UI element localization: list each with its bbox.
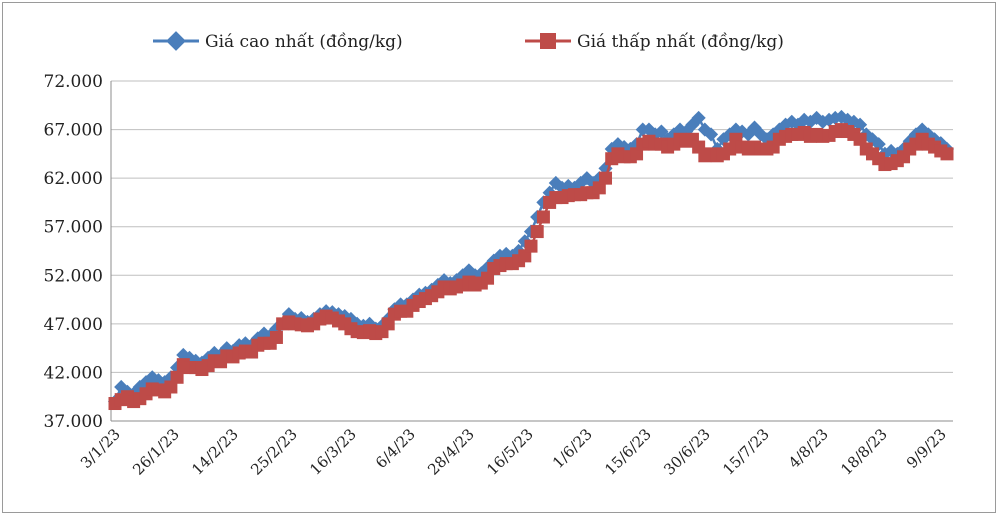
x-tick-label: 9/9/23: [903, 425, 950, 472]
x-tick-label: 16/3/23: [306, 425, 360, 479]
y-tick-label: 72.000: [44, 72, 103, 92]
y-tick-label: 52.000: [44, 266, 103, 286]
series-layer: [107, 109, 955, 411]
x-tick-label: 14/2/23: [188, 425, 242, 479]
x-tick-label: 26/1/23: [129, 425, 183, 479]
x-tick-label: 4/8/23: [785, 425, 832, 472]
point-low: [940, 147, 954, 161]
y-axis-ticks: 37.000 42.000 47.000 52.000 57.000 62.000 67.0…: [44, 72, 103, 432]
point-low: [269, 330, 283, 344]
legend-marker-diamond: [166, 31, 186, 51]
series-low: [108, 123, 954, 411]
point-high: [703, 127, 719, 142]
gridlines: [110, 80, 953, 422]
x-tick-label: 1/6/23: [549, 425, 596, 472]
y-tick-label: 67.000: [44, 121, 103, 141]
x-tick-label: 3/1/23: [77, 425, 124, 472]
y-tick-label: 57.000: [44, 218, 103, 238]
x-tick-label: 25/2/23: [247, 425, 301, 479]
x-tick-label: 6/4/23: [372, 425, 419, 472]
price-line-chart: Giá cao nhất (đồng/kg) Giá thấp nhất (đồ…: [44, 31, 955, 479]
x-axis-ticks: 3/1/23 26/1/23 14/2/23 25/2/23 16/3/23 6/4/23…: [77, 425, 950, 479]
point-low: [530, 225, 544, 239]
point-low: [524, 239, 538, 253]
x-tick-label: 15/7/23: [719, 425, 773, 479]
legend-item-high: Giá cao nhất (đồng/kg): [153, 31, 403, 52]
point-low: [170, 370, 184, 384]
legend-label-low: Giá thấp nhất (đồng/kg): [577, 32, 784, 52]
y-tick-label: 42.000: [44, 363, 103, 383]
y-tick-label: 47.000: [44, 315, 103, 335]
legend-label-high: Giá cao nhất (đồng/kg): [205, 32, 403, 52]
y-tick-label: 62.000: [44, 169, 103, 189]
x-tick-label: 16/5/23: [483, 425, 537, 479]
series-low-line: [114, 128, 948, 405]
point-low: [536, 210, 550, 224]
x-tick-label: 18/8/23: [837, 425, 891, 479]
x-tick-label: 15/6/23: [601, 425, 655, 479]
legend: Giá cao nhất (đồng/kg) Giá thấp nhất (đồ…: [153, 31, 784, 52]
y-tick-label: 37.000: [44, 412, 103, 432]
legend-marker-square: [540, 33, 556, 49]
point-low: [599, 171, 613, 185]
x-tick-label: 30/6/23: [660, 425, 714, 479]
point-high: [691, 110, 706, 125]
x-tick-label: 28/4/23: [424, 425, 478, 479]
legend-item-low: Giá thấp nhất (đồng/kg): [525, 32, 784, 52]
